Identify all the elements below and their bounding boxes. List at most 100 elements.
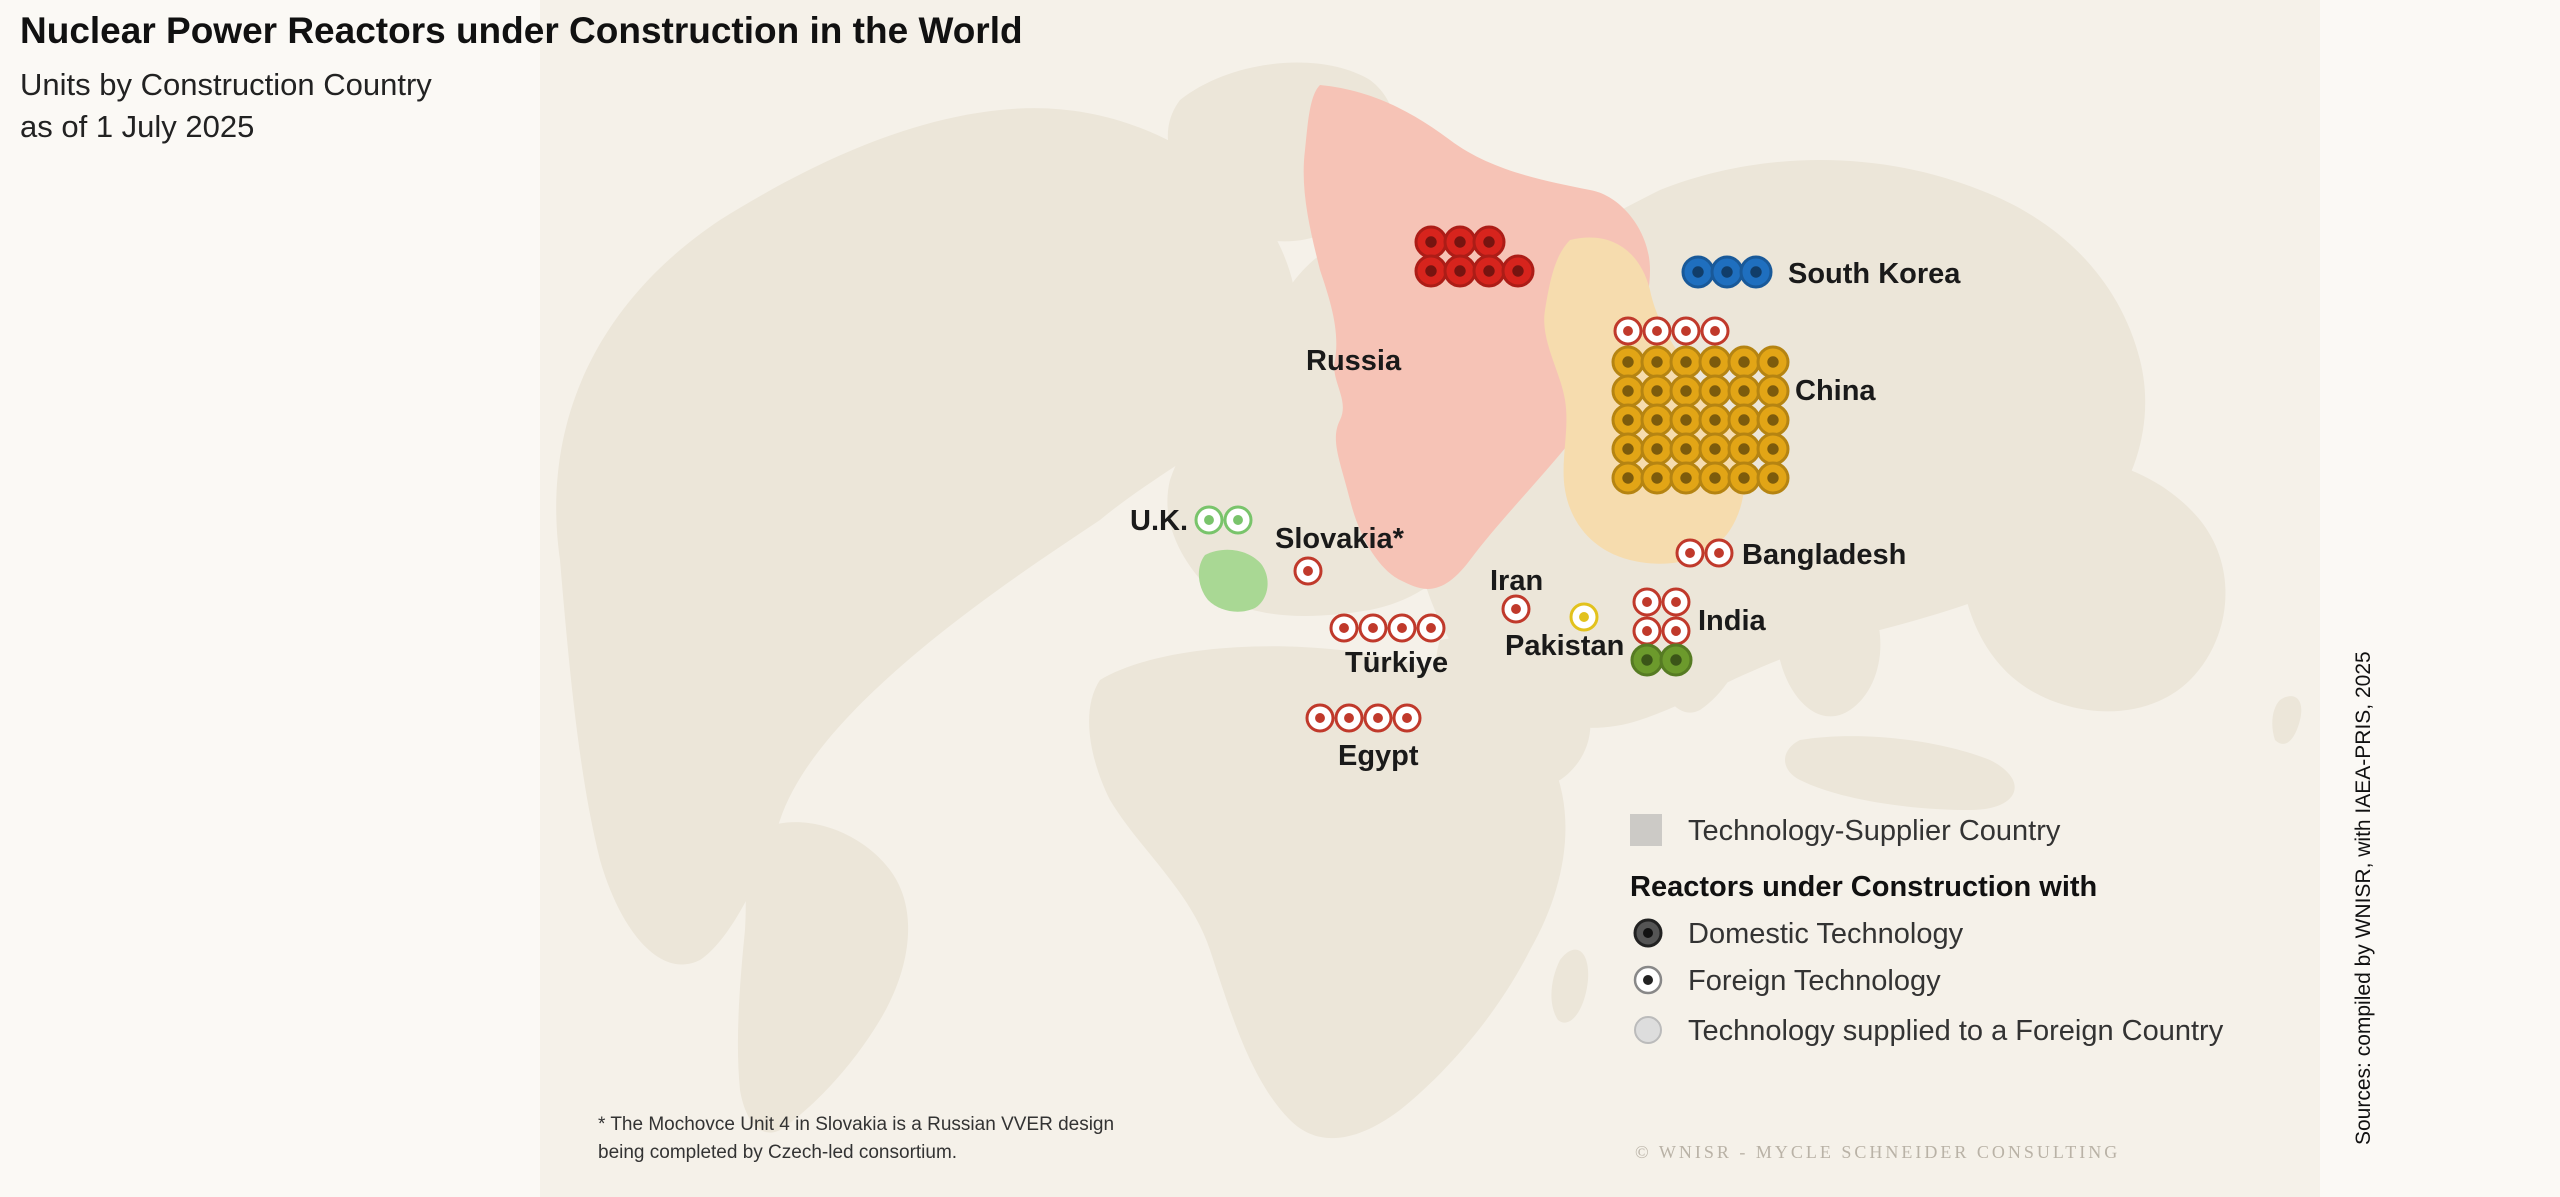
pakistan-group: Pakistan (1505, 602, 1624, 662)
turkiye-group: Türkiye (1329, 613, 1448, 679)
slovakia-unit-1-core (1303, 566, 1313, 576)
legend-foreign-label: Foreign Technology (1688, 965, 1941, 997)
china-unit-24-core (1767, 443, 1779, 455)
pakistan-label: Pakistan (1505, 630, 1624, 662)
turkiye-unit-4-core (1426, 623, 1436, 633)
bangladesh-unit-1-core (1685, 548, 1695, 558)
legend-domestic-label: Domestic Technology (1688, 918, 1964, 950)
slovakia-label: Slovakia* (1275, 523, 1405, 555)
china-foreign-unit-2-core (1652, 326, 1662, 336)
india-group: India (1630, 587, 1767, 677)
iran-group: Iran (1490, 565, 1543, 624)
russia-unit-6-core (1483, 265, 1495, 277)
china-unit-30-core (1767, 472, 1779, 484)
landmass-japan (1909, 409, 1951, 492)
uk-group: U.K. (1130, 505, 1253, 537)
china-unit-18-core (1767, 414, 1779, 426)
landmass-north-america (556, 108, 1297, 965)
egypt-unit-3-core (1373, 713, 1383, 723)
china-unit-28-core (1709, 472, 1721, 484)
india-unit-1-core (1641, 654, 1653, 666)
china-unit-14-core (1651, 414, 1663, 426)
china-unit-9-core (1680, 385, 1692, 397)
egypt-unit-4-core (1402, 713, 1412, 723)
china-unit-5-core (1738, 356, 1750, 368)
china-unit-19-core (1622, 443, 1634, 455)
india-foreign-unit-3-core (1642, 626, 1652, 636)
china-group: China (1611, 316, 1876, 495)
legend-domestic-icon-core (1643, 928, 1653, 938)
turkiye-unit-2-core (1368, 623, 1378, 633)
iran-label: Iran (1490, 565, 1543, 597)
bangladesh-dots (1675, 538, 1734, 568)
china-unit-17-core (1738, 414, 1750, 426)
china-unit-2-core (1651, 356, 1663, 368)
turkiye-unit-1-core (1339, 623, 1349, 633)
india-domestic-dots (1630, 643, 1693, 677)
russia-unit-5-core (1454, 265, 1466, 277)
landmass-arabia (1436, 637, 1591, 788)
uk-unit-1-core (1204, 515, 1214, 525)
legend-foreign-icon-core (1643, 975, 1653, 985)
legend: Technology-Supplier Country Reactors und… (1630, 814, 2224, 1047)
turkiye-dots (1329, 613, 1446, 643)
turkiye-unit-3-core (1397, 623, 1407, 633)
uk-label: U.K. (1130, 505, 1188, 537)
south-korea-unit-3-core (1750, 266, 1762, 278)
china-unit-29-core (1738, 472, 1750, 484)
china-unit-20-core (1651, 443, 1663, 455)
subtitle-line-2: as of 1 July 2025 (20, 109, 255, 144)
iran-dots (1501, 594, 1531, 624)
turkiye-label: Türkiye (1345, 647, 1448, 679)
russia-label: Russia (1306, 345, 1402, 377)
pakistan-dots (1569, 602, 1599, 632)
india-foreign-unit-2-core (1671, 597, 1681, 607)
footnote-line-2: being completed by Czech-led consortium. (598, 1142, 957, 1163)
legend-supplier-label: Technology-Supplier Country (1688, 815, 2061, 847)
russia-unit-2-core (1454, 236, 1466, 248)
china-unit-23-core (1738, 443, 1750, 455)
india-foreign-unit-4-core (1671, 626, 1681, 636)
china-unit-8-core (1651, 385, 1663, 397)
egypt-dots (1305, 703, 1422, 733)
landmass-indonesia (1785, 736, 2015, 810)
landmass-southeast-asia (1753, 552, 1881, 717)
page-title: Nuclear Power Reactors under Constructio… (20, 10, 1023, 51)
india-foreign-dots (1632, 587, 1691, 646)
china-foreign-unit-1-core (1623, 326, 1633, 336)
slovakia-group: Slovakia* (1275, 523, 1405, 586)
iran-unit-1-core (1511, 604, 1521, 614)
pakistan-unit-1-core (1579, 612, 1589, 622)
subtitle-line-1: Units by Construction Country (20, 67, 432, 102)
china-unit-25-core (1622, 472, 1634, 484)
egypt-group: Egypt (1305, 703, 1422, 772)
china-label: China (1795, 375, 1876, 407)
china-foreign-dots (1613, 316, 1730, 346)
source-text: Sources: compiled by WNISR, with IAEA-PR… (2352, 651, 2375, 1145)
china-unit-12-core (1767, 385, 1779, 397)
egypt-label: Egypt (1338, 740, 1419, 772)
china-unit-6-core (1767, 356, 1779, 368)
china-unit-22-core (1709, 443, 1721, 455)
china-unit-7-core (1622, 385, 1634, 397)
china-unit-16-core (1709, 414, 1721, 426)
russia-unit-7-core (1512, 265, 1524, 277)
south-korea-dots (1681, 255, 1773, 289)
legend-heading: Reactors under Construction with (1630, 871, 2097, 903)
legend-supplied-label: Technology supplied to a Foreign Country (1688, 1015, 2224, 1047)
russia-dots (1414, 225, 1535, 288)
china-unit-27-core (1680, 472, 1692, 484)
china-unit-15-core (1680, 414, 1692, 426)
china-unit-26-core (1651, 472, 1663, 484)
landmass-africa (1089, 646, 1566, 1139)
south-korea-group: South Korea (1681, 255, 1961, 290)
china-foreign-unit-3-core (1681, 326, 1691, 336)
south-korea-unit-2-core (1721, 266, 1733, 278)
russia-unit-3-core (1483, 236, 1495, 248)
south-korea-label: South Korea (1788, 258, 1961, 290)
bangladesh-unit-2-core (1714, 548, 1724, 558)
legend-supplied-icon (1634, 1016, 1662, 1044)
south-korea-unit-1-core (1692, 266, 1704, 278)
